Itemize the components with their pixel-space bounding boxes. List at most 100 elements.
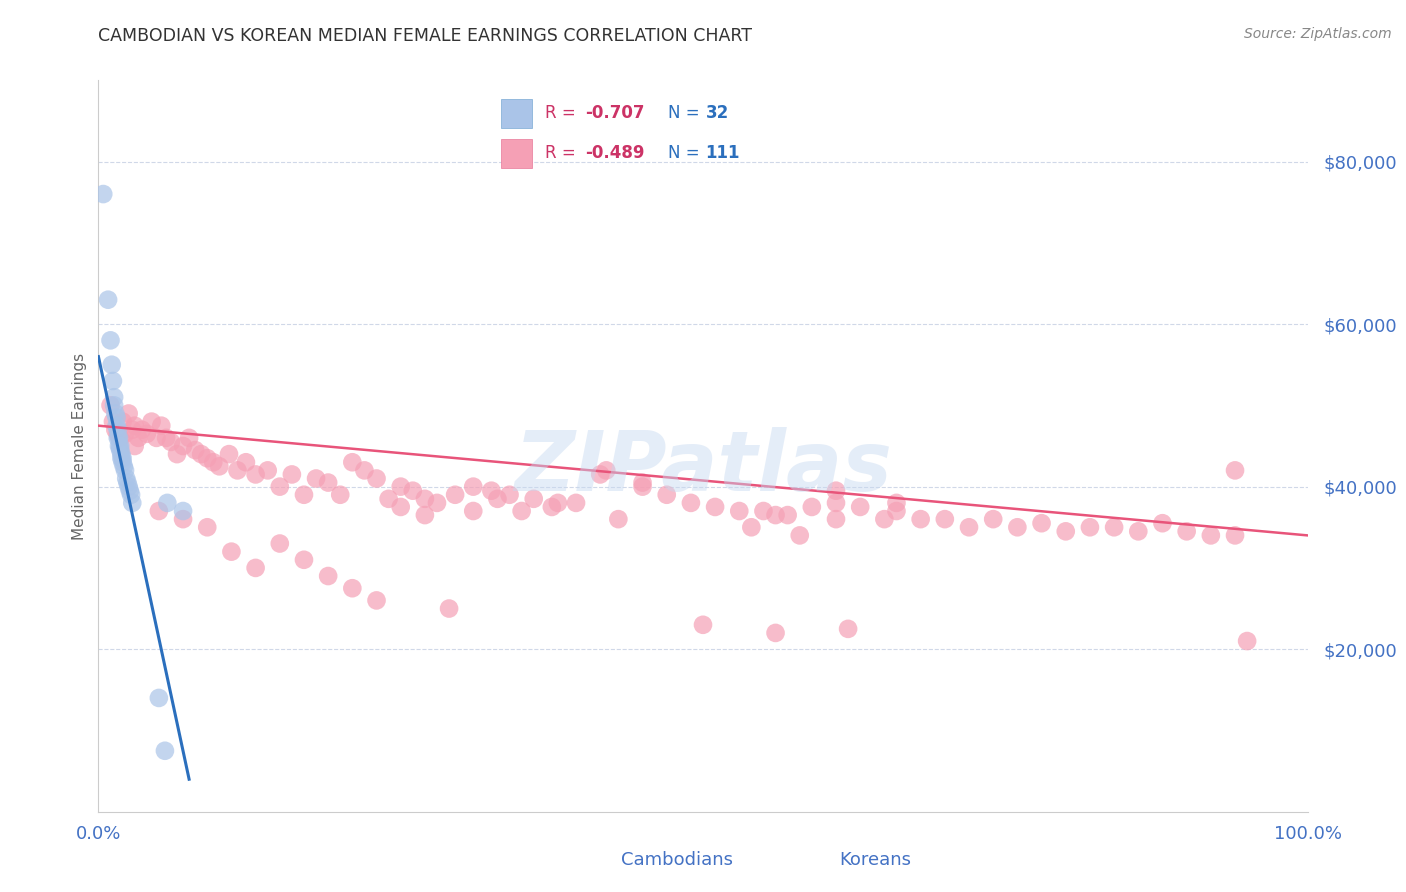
Point <box>329 488 352 502</box>
Point <box>269 536 291 550</box>
Point <box>235 455 257 469</box>
Text: R =: R = <box>544 104 581 122</box>
Point <box>153 744 176 758</box>
Point <box>305 471 328 485</box>
Point <box>127 431 149 445</box>
Point <box>540 500 562 514</box>
Text: Source: ZipAtlas.com: Source: ZipAtlas.com <box>1244 27 1392 41</box>
Point <box>389 500 412 514</box>
Point <box>118 483 141 498</box>
Point <box>108 443 131 458</box>
Point <box>269 480 291 494</box>
Point <box>114 463 136 477</box>
Point <box>1078 520 1101 534</box>
Point <box>776 508 799 522</box>
Point <box>316 475 339 490</box>
Point <box>100 358 122 372</box>
Point <box>107 426 129 441</box>
Point <box>111 415 134 429</box>
Point <box>105 410 128 425</box>
Point <box>148 690 170 705</box>
Point <box>316 569 339 583</box>
Text: 111: 111 <box>706 145 740 162</box>
Point <box>184 443 207 458</box>
Text: R =: R = <box>544 145 581 162</box>
Point <box>91 187 114 202</box>
Point <box>426 496 449 510</box>
Point <box>463 504 485 518</box>
Point <box>112 459 135 474</box>
Point <box>100 334 122 348</box>
Point <box>100 398 122 412</box>
Point <box>281 467 304 482</box>
Text: -0.489: -0.489 <box>585 145 644 162</box>
Point <box>910 512 932 526</box>
Point <box>631 480 654 494</box>
Point <box>402 483 425 498</box>
Point <box>117 475 139 490</box>
Point <box>1199 528 1222 542</box>
Point <box>523 491 546 506</box>
Point <box>131 423 153 437</box>
Point <box>218 447 240 461</box>
Point <box>195 520 218 534</box>
Point <box>789 528 811 542</box>
Text: -0.707: -0.707 <box>585 104 644 122</box>
Point <box>595 463 617 477</box>
Point <box>172 512 194 526</box>
Point <box>463 480 485 494</box>
Point <box>190 447 212 461</box>
Point <box>825 512 848 526</box>
Point <box>145 431 167 445</box>
Point <box>342 455 364 469</box>
Point <box>101 415 124 429</box>
Point <box>565 496 588 510</box>
Point <box>589 467 612 482</box>
Point <box>202 455 225 469</box>
Point <box>108 431 131 445</box>
Point <box>172 439 194 453</box>
Point <box>655 488 678 502</box>
Point <box>110 451 132 466</box>
Point <box>172 504 194 518</box>
Point <box>111 451 134 466</box>
Point <box>1128 524 1150 539</box>
Point <box>765 626 787 640</box>
Point <box>124 418 146 433</box>
Point <box>825 496 848 510</box>
Point <box>103 398 125 412</box>
Point <box>148 504 170 518</box>
Point <box>765 508 787 522</box>
Point <box>256 463 278 477</box>
Point <box>510 504 533 518</box>
Point <box>1031 516 1053 531</box>
Point <box>111 455 134 469</box>
Point <box>104 423 127 437</box>
Point <box>166 447 188 461</box>
Point <box>377 491 399 506</box>
Point <box>160 434 183 449</box>
Point <box>226 463 249 477</box>
Point <box>101 374 124 388</box>
Point <box>221 544 243 558</box>
Point <box>837 622 859 636</box>
Point <box>141 415 163 429</box>
FancyBboxPatch shape <box>502 99 533 128</box>
Point <box>607 512 630 526</box>
Point <box>104 407 127 421</box>
Point <box>108 431 131 445</box>
Point <box>849 500 872 514</box>
Point <box>752 504 775 518</box>
Point <box>115 471 138 485</box>
Point <box>105 418 128 433</box>
Point <box>389 480 412 494</box>
Point <box>934 512 956 526</box>
Point <box>103 390 125 404</box>
Point <box>486 491 509 506</box>
Point <box>800 500 823 514</box>
Point <box>121 423 143 437</box>
Point <box>728 504 751 518</box>
Point <box>413 508 436 522</box>
Point <box>437 601 460 615</box>
Point <box>97 293 120 307</box>
